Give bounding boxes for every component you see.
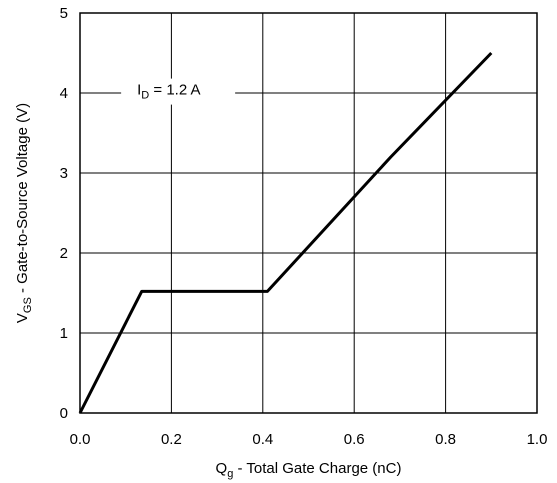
grid-lines: [80, 13, 537, 413]
y-tick-label: 1: [60, 325, 68, 342]
annotation-rest: = 1.2 A: [149, 82, 200, 99]
x-tick-label: 0.4: [252, 431, 273, 448]
y-tick-label: 3: [60, 165, 68, 182]
annotation-sub: D: [141, 90, 149, 102]
x-axis-label-main: Q: [216, 460, 228, 477]
y-axis-label-sub: GS: [22, 297, 34, 313]
y-tick-label: 4: [60, 85, 68, 102]
plot-frame: [79, 12, 538, 414]
annotation-id-current: ID = 1.2 A: [137, 82, 200, 102]
y-tick-label: 5: [60, 5, 68, 22]
x-tick-label: 0.8: [435, 431, 456, 448]
y-axis-label-main: V: [14, 313, 31, 323]
x-tick-label: 0.2: [161, 431, 182, 448]
series-line: [78, 51, 493, 414]
y-tick-label: 2: [60, 245, 68, 262]
y-axis-label: VGS - Gate-to-Source Voltage (V): [14, 103, 34, 323]
series-group: [78, 51, 493, 414]
y-tick-label: 0: [60, 405, 68, 422]
annotation-main: I: [137, 82, 141, 99]
x-tick-label: 0.6: [344, 431, 365, 448]
x-axis-label: Qg - Total Gate Charge (nC): [216, 460, 402, 480]
x-tick-labels: 0.0 0.2 0.4 0.6 0.8 1.0: [70, 431, 548, 448]
plot-border: [79, 12, 538, 414]
y-tick-labels: 0 1 2 3 4 5: [60, 5, 68, 422]
x-axis-label-sub: g: [227, 468, 233, 480]
y-axis-label-rest: - Gate-to-Source Voltage (V): [14, 103, 31, 297]
x-tick-label: 0.0: [70, 431, 91, 448]
annotation-background: [121, 78, 236, 105]
x-axis-label-rest: - Total Gate Charge (nC): [233, 460, 401, 477]
x-tick-label: 1.0: [527, 431, 548, 448]
